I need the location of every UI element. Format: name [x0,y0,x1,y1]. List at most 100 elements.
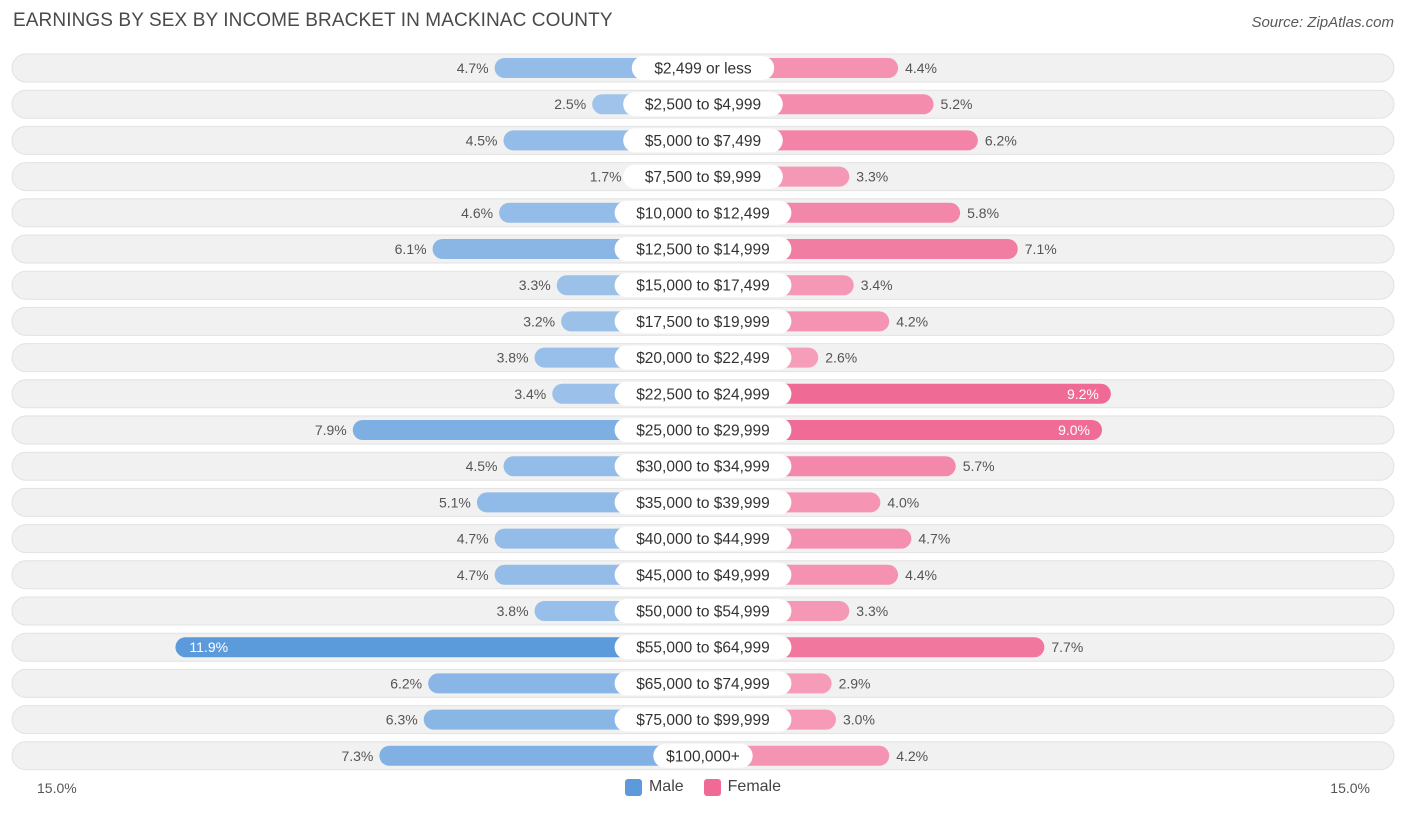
category-label: $12,500 to $14,999 [636,242,770,259]
category-label-pill [614,309,792,334]
female-value-label: 7.1% [1025,241,1057,257]
chart-row: 2.5% 5.2% $2,500 to $4,999 [11,89,1395,119]
male-value-label: 7.9% [315,422,347,438]
female-value-label: 4.2% [896,748,928,764]
category-label-pill [614,454,792,479]
legend-swatch-female [703,778,721,796]
male-value-label: 3.8% [497,603,529,619]
category-label-pill [614,490,792,515]
female-value-label: 4.2% [896,313,928,329]
chart-row: 6.3% 3.0% $75,000 to $99,999 [11,705,1395,735]
category-label: $10,000 to $12,499 [636,205,770,222]
female-value-label: 5.8% [967,205,999,221]
category-label: $25,000 to $29,999 [636,423,770,440]
female-value-label: 5.2% [941,96,973,112]
chart-row: 6.1% 7.1% $12,500 to $14,999 [11,234,1395,264]
male-value-label: 6.3% [386,712,418,728]
chart-row: 1.7% 3.3% $7,500 to $9,999 [11,162,1395,192]
axis-max-label: 15.0% [1330,780,1370,796]
male-value-label: 4.6% [461,205,493,221]
chart-row: 3.3% 3.4% $15,000 to $17,499 [11,270,1395,300]
male-value-label: 1.7% [590,169,622,185]
category-label-pill [653,743,753,768]
category-label: $40,000 to $44,999 [636,531,770,548]
category-label-pill [614,273,792,298]
male-value-label: 4.7% [457,567,489,583]
category-label-pill [614,237,792,261]
category-label: $7,500 to $9,999 [645,169,761,186]
category-label: $45,000 to $49,999 [636,567,770,584]
category-label-pill [631,56,775,80]
female-value-label: 2.6% [825,350,857,366]
legend-item-female[interactable]: Female [703,778,782,796]
chart-row: 6.2% 2.9% $65,000 to $74,999 [11,668,1395,698]
source-label: Source: ZipAtlas.com [1251,14,1394,31]
category-label-pill [614,707,792,732]
chart-row: 4.5% 6.2% $5,000 to $7,499 [11,125,1395,155]
male-value-label: 4.5% [466,132,498,148]
category-label-pill [623,128,783,153]
chart-title: EARNINGS BY SEX BY INCOME BRACKET IN MAC… [13,10,613,31]
female-value-label: 5.7% [963,458,995,474]
category-label: $2,500 to $4,999 [645,97,761,114]
category-label-pill [614,599,792,623]
category-label: $35,000 to $39,999 [636,495,770,512]
bar-male [352,420,703,440]
female-value-label: 6.2% [985,132,1017,148]
female-value-label: 9.0% [1058,422,1090,438]
chart-row: 4.7% 4.7% $40,000 to $44,999 [11,524,1395,554]
male-value-label: 4.7% [457,531,489,547]
chart-row: 11.9% 7.7% $55,000 to $64,999 [11,632,1395,662]
male-value-label: 3.4% [514,386,546,402]
category-label: $50,000 to $54,999 [636,604,770,621]
legend-label-male: Male [648,778,684,795]
male-value-label: 3.8% [497,350,529,366]
legend-swatch-male [624,778,642,796]
male-value-label: 5.1% [439,494,471,510]
female-value-label: 4.4% [905,567,937,583]
female-value-label: 4.4% [905,60,937,76]
bar-male [379,745,703,766]
female-value-label: 3.3% [856,169,888,185]
female-value-label: 7.7% [1051,639,1083,655]
legend-item-male[interactable]: Male [624,778,684,796]
category-label-pill [614,418,792,442]
category-label-pill [614,200,792,225]
male-value-label: 7.3% [341,748,373,764]
chart-row: 4.6% 5.8% $10,000 to $12,499 [11,198,1395,228]
male-value-label: 3.2% [523,313,555,329]
female-value-label: 4.0% [887,494,919,510]
bar-female [703,420,1102,440]
axis-min-label: 15.0% [37,780,77,796]
category-label: $22,500 to $24,999 [636,386,770,403]
bar-male [175,637,703,658]
category-label: $100,000+ [666,748,740,765]
male-value-label: 4.7% [457,60,489,76]
category-label: $20,000 to $22,499 [636,350,770,367]
category-label-pill [614,381,792,406]
category-label: $5,000 to $7,499 [645,133,761,150]
category-label: $2,499 or less [654,61,752,78]
category-label: $30,000 to $34,999 [636,459,770,476]
category-label-pill [614,526,792,551]
chart-row: 3.2% 4.2% $17,500 to $19,999 [11,306,1395,336]
chart-row: 5.1% 4.0% $35,000 to $39,999 [11,487,1395,517]
chart-row: 4.5% 5.7% $30,000 to $34,999 [11,451,1395,481]
category-label-pill [614,345,792,370]
female-value-label: 9.2% [1067,386,1099,402]
chart-row: 7.3% 4.2% $100,000+ [11,741,1395,771]
male-value-label: 6.1% [395,241,427,257]
male-value-label: 2.5% [554,96,586,112]
category-label-pill [623,92,783,117]
bar-female [703,383,1111,404]
legend-label-female: Female [727,778,782,795]
legend: Male Female [0,778,1406,796]
female-value-label: 2.9% [839,675,871,691]
female-value-label: 3.0% [843,712,875,728]
category-label: $65,000 to $74,999 [636,676,770,693]
category-label: $17,500 to $19,999 [636,314,770,331]
male-value-label: 6.2% [390,675,422,691]
category-label: $15,000 to $17,499 [636,278,770,295]
chart-row: 4.7% 4.4% $2,499 or less [11,53,1395,83]
male-value-label: 4.5% [466,458,498,474]
